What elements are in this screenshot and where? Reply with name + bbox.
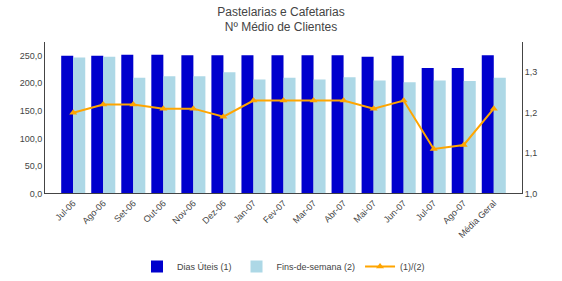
svg-text:Jun-07: Jun-07 [382, 198, 409, 225]
svg-text:(1)/(2): (1)/(2) [400, 262, 425, 272]
svg-text:200,0: 200,0 [20, 78, 43, 88]
svg-text:Set-06: Set-06 [112, 198, 138, 224]
svg-text:150,0: 150,0 [20, 106, 43, 116]
svg-text:Jul-07: Jul-07 [414, 198, 438, 222]
svg-text:Out-06: Out-06 [141, 198, 168, 225]
svg-text:Ago-07: Ago-07 [441, 198, 469, 226]
svg-text:Dias Úteis (1): Dias Úteis (1) [177, 262, 232, 272]
svg-text:50,0: 50,0 [25, 161, 43, 171]
svg-text:250,0: 250,0 [20, 51, 43, 61]
svg-text:Jul-06: Jul-06 [53, 198, 77, 222]
svg-text:100,0: 100,0 [20, 134, 43, 144]
svg-text:Fev-07: Fev-07 [261, 198, 288, 225]
svg-text:0,0: 0,0 [30, 189, 43, 199]
svg-text:Ago-06: Ago-06 [80, 198, 108, 226]
svg-text:1,1: 1,1 [525, 148, 538, 158]
svg-text:1,3: 1,3 [525, 67, 538, 77]
svg-text:Jan-07: Jan-07 [232, 198, 259, 225]
svg-text:Mar-07: Mar-07 [291, 198, 318, 225]
svg-text:Fins-de-semana (2): Fins-de-semana (2) [277, 262, 356, 272]
svg-text:Média Geral: Média Geral [457, 198, 499, 240]
svg-text:Nov-06: Nov-06 [170, 198, 198, 226]
svg-text:Pastelarias e CafetariasNº Méd: Pastelarias e CafetariasNº Médio de Clie… [217, 5, 344, 35]
svg-text:Dez-06: Dez-06 [200, 198, 228, 226]
svg-text:1,2: 1,2 [525, 108, 538, 118]
svg-text:Mai-07: Mai-07 [352, 198, 379, 225]
svg-text:1,0: 1,0 [525, 189, 538, 199]
svg-text:Abr-07: Abr-07 [322, 198, 348, 224]
